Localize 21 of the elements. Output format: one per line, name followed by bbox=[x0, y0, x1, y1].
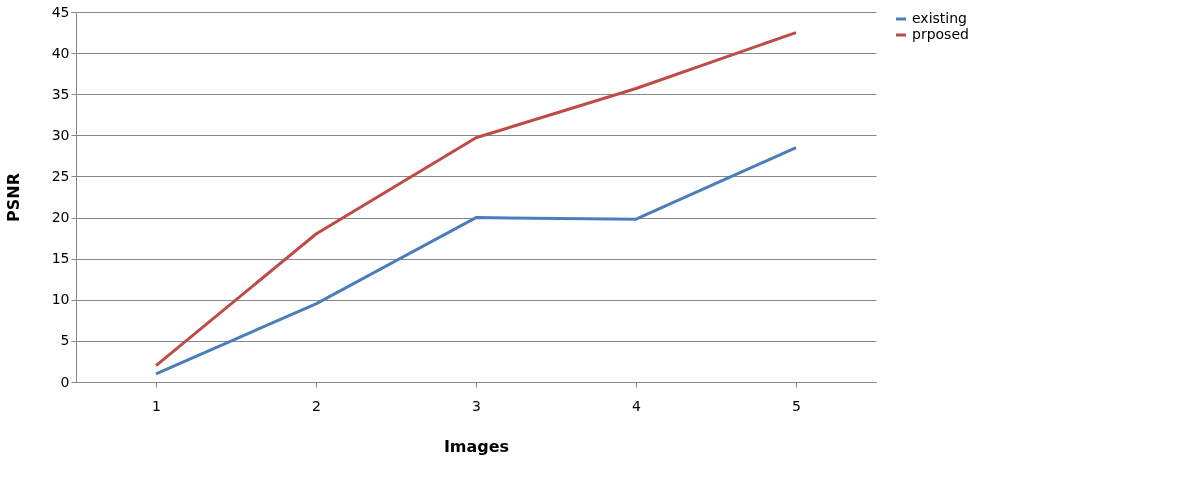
y-tick-label: 35 bbox=[51, 85, 70, 102]
legend-label: existing bbox=[912, 10, 967, 26]
y-tick-label: 45 bbox=[51, 3, 70, 20]
x-tick-label: 2 bbox=[312, 397, 321, 414]
legend-label: prposed bbox=[912, 26, 969, 42]
x-axis-title: Images bbox=[443, 436, 510, 456]
line-series bbox=[154, 146, 798, 376]
y-tick-label: 25 bbox=[51, 167, 70, 184]
y-axis-title: PSNR bbox=[3, 173, 23, 222]
y-tick-label: 20 bbox=[51, 209, 70, 226]
x-tick-label: 5 bbox=[792, 397, 801, 414]
line-series bbox=[154, 31, 798, 368]
y-tick-label: 0 bbox=[60, 373, 70, 390]
y-tick-label: 40 bbox=[51, 44, 70, 61]
x-tick-label: 4 bbox=[632, 397, 642, 414]
y-tick-label: 10 bbox=[51, 291, 70, 308]
x-tick-label: 1 bbox=[152, 397, 161, 414]
y-tick-label: 30 bbox=[51, 126, 70, 143]
y-tick-label: 5 bbox=[60, 332, 70, 349]
x-tick-label: 3 bbox=[472, 397, 481, 414]
y-tick-label: 15 bbox=[51, 250, 70, 267]
